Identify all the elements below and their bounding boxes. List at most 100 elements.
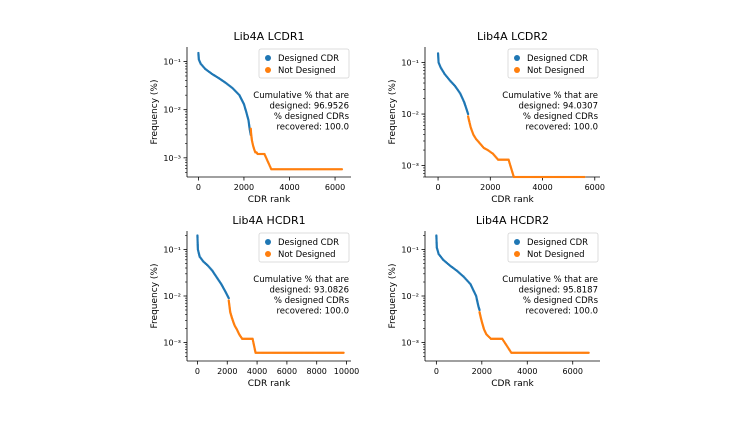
series-not-designed — [227, 299, 345, 354]
x-tick-label: 2000 — [480, 183, 500, 192]
legend-box — [258, 48, 350, 79]
annotation-line: % designed CDRs — [274, 296, 350, 306]
legend-label: Not Designed — [278, 250, 336, 260]
chart-panel-1: Lib4A LCDR1 0 2000 4000 6000 10⁻³ 10⁻² 10⁻¹ CDR … — [150, 30, 351, 205]
y-tick-label: 10⁻¹ — [163, 246, 181, 255]
annotation-line: % designed CDRs — [523, 296, 599, 306]
y-tick-label: 10⁻² — [163, 292, 181, 301]
annotation-line: designed: 93.0826 — [269, 286, 349, 296]
x-axis-label: CDR rank — [248, 379, 291, 389]
y-axis-label: Frequency (%) — [388, 80, 398, 145]
annotation-line: designed: 95.8187 — [518, 286, 598, 296]
data-point — [587, 351, 590, 354]
x-tick-label: 6000 — [585, 183, 605, 192]
series-not-designed — [478, 310, 590, 354]
data-point — [583, 175, 586, 179]
chart-title: Lib4A LCDR2 — [477, 30, 548, 43]
chart-panel-3: Lib4A HCDR1 0 2000 4000 6000 8000 10000 10⁻³ 10⁻… — [150, 214, 359, 389]
y-tick-label: 10⁻¹ — [401, 59, 419, 68]
x-tick-label: 0 — [196, 183, 201, 192]
legend: Designed CDR Not Designed — [507, 232, 599, 263]
chart-panel-4: Lib4A HCDR2 0 2000 4000 6000 10⁻³ 10⁻² 10⁻¹ CDR … — [388, 214, 600, 389]
y-axis-label: Frequency (%) — [150, 264, 160, 329]
x-tick-label: 6000 — [277, 367, 297, 376]
legend-marker-designed — [514, 239, 520, 245]
x-tick-label: 4000 — [279, 183, 299, 192]
legend-label: Designed CDR — [278, 238, 339, 248]
annotation-line: designed: 94.0307 — [518, 102, 598, 112]
y-axis-label: Frequency (%) — [388, 264, 398, 329]
x-tick-label: 0 — [195, 367, 200, 376]
legend-marker-designed — [265, 55, 271, 61]
x-tick-label: 4000 — [517, 367, 537, 376]
x-tick-label: 10000 — [334, 367, 359, 376]
data-point — [478, 308, 481, 312]
annotation-line: recovered: 100.0 — [276, 307, 349, 317]
series-designed — [197, 51, 252, 137]
annotation-line: recovered: 100.0 — [276, 123, 349, 133]
legend: Designed CDR Not Designed — [258, 48, 350, 79]
data-point — [340, 168, 344, 171]
legend-marker-not-designed — [265, 67, 271, 73]
chart-title: Lib4A LCDR1 — [233, 30, 304, 43]
legend-label: Not Designed — [527, 66, 585, 76]
series-designed — [436, 52, 470, 116]
annotation-line: Cumulative % that are — [253, 275, 349, 285]
y-tick-label: 10⁻³ — [163, 154, 181, 163]
legend-marker-not-designed — [265, 251, 271, 257]
x-tick-label: 2000 — [234, 183, 254, 192]
chart-panel-2: Lib4A LCDR2 0 2000 4000 6000 10⁻³ 10⁻² 10⁻¹ CDR … — [388, 30, 605, 205]
legend-label: Designed CDR — [527, 238, 588, 248]
x-axis-label: CDR rank — [491, 195, 534, 205]
legend-label: Designed CDR — [527, 54, 588, 64]
annotation-line: recovered: 100.0 — [525, 307, 598, 317]
x-tick-label: 4000 — [532, 183, 552, 192]
x-tick-label: 0 — [434, 367, 439, 376]
series-designed — [435, 234, 481, 312]
annotation-line: Cumulative % that are — [502, 91, 598, 101]
y-tick-label: 10⁻³ — [163, 338, 181, 347]
legend: Designed CDR Not Designed — [507, 48, 599, 79]
x-tick-label: 2000 — [472, 367, 492, 376]
legend-label: Not Designed — [527, 250, 585, 260]
x-tick-label: 6000 — [563, 367, 583, 376]
legend-marker-not-designed — [514, 251, 520, 257]
annotation-line: designed: 96.9526 — [269, 102, 349, 112]
data-point — [466, 112, 470, 116]
legend-label: Designed CDR — [278, 54, 339, 64]
y-tick-label: 10⁻³ — [401, 162, 419, 171]
data-point — [227, 296, 230, 300]
x-tick-label: 6000 — [325, 183, 345, 192]
y-tick-label: 10⁻¹ — [401, 246, 419, 255]
x-tick-label: 4000 — [247, 367, 267, 376]
y-tick-label: 10⁻³ — [401, 338, 419, 347]
legend: Designed CDR Not Designed — [258, 232, 350, 263]
chart-title: Lib4A HCDR2 — [476, 214, 549, 227]
annotation-line: Cumulative % that are — [253, 91, 349, 101]
legend-label: Not Designed — [278, 66, 336, 76]
legend-marker-not-designed — [514, 67, 520, 73]
legend-marker-designed — [265, 239, 271, 245]
series-not-designed — [249, 127, 344, 171]
x-axis-label: CDR rank — [248, 195, 291, 205]
y-tick-label: 10⁻² — [401, 292, 419, 301]
y-tick-label: 10⁻² — [401, 110, 419, 119]
y-tick-label: 10⁻² — [163, 106, 181, 115]
annotation-line: recovered: 100.0 — [525, 123, 598, 133]
x-tick-label: 8000 — [307, 367, 327, 376]
x-tick-label: 2000 — [217, 367, 237, 376]
series-not-designed — [466, 115, 586, 179]
x-tick-label: 0 — [436, 183, 441, 192]
legend-marker-designed — [514, 55, 520, 61]
legend-box — [507, 48, 599, 79]
legend-box — [507, 232, 599, 263]
data-point — [342, 351, 345, 354]
y-tick-label: 10⁻¹ — [163, 57, 181, 66]
x-axis-label: CDR rank — [491, 379, 534, 389]
series-designed — [196, 234, 230, 300]
annotation-line: Cumulative % that are — [502, 275, 598, 285]
